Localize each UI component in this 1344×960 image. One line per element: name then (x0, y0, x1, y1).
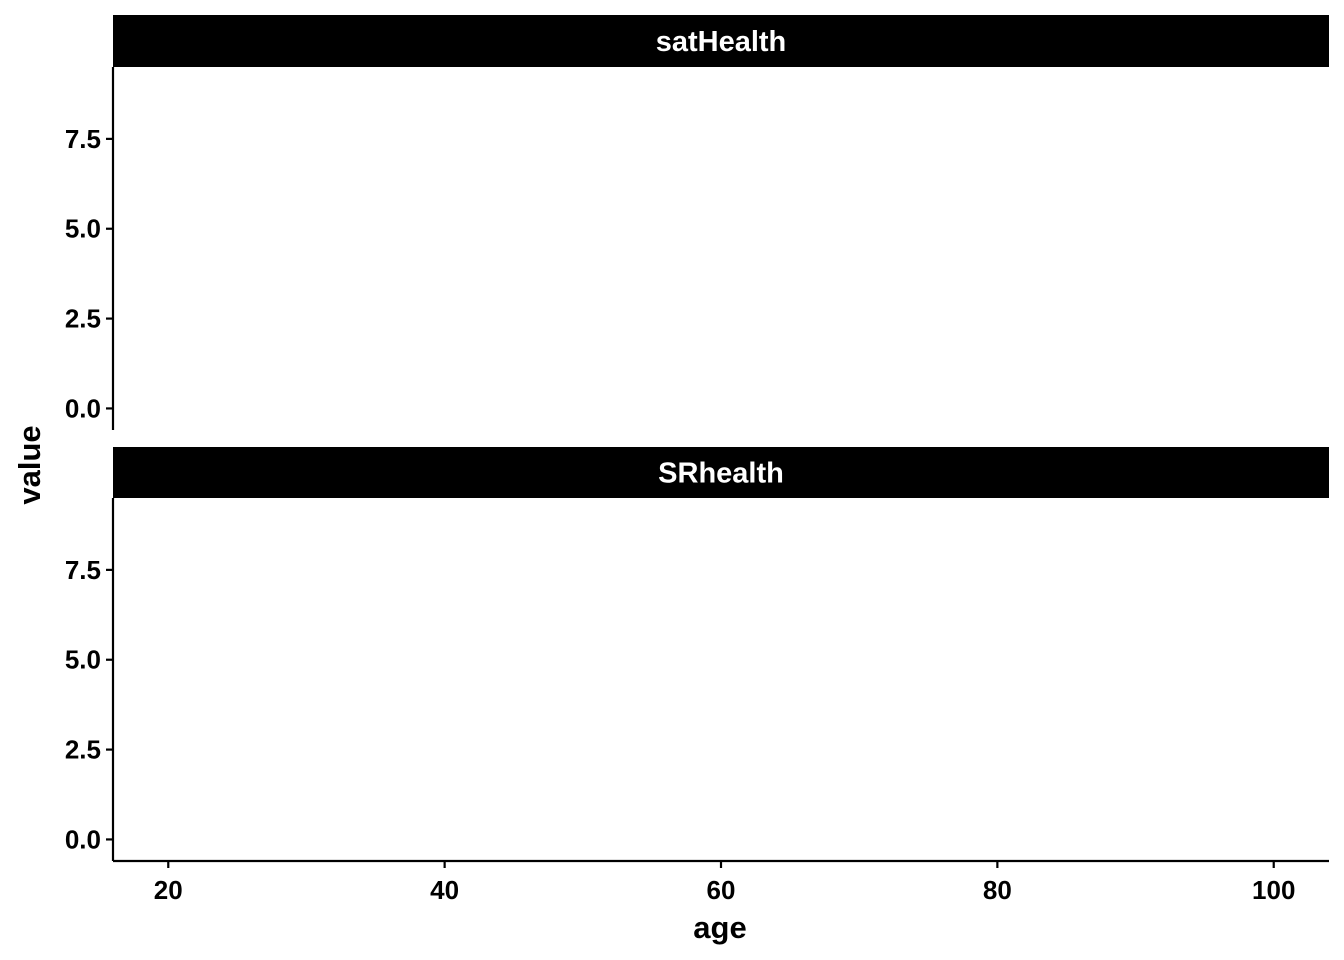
y-tick-label: 0.0 (65, 824, 101, 854)
facet-strip (113, 447, 1329, 498)
y-tick-label: 7.5 (65, 555, 101, 585)
facet-panels: satHealth 0.0 2.5 5.0 7.5 SRhealth 0.0 2.5 5.0 7.… (65, 15, 1329, 861)
x-axis: 20 40 60 80 100 (113, 859, 1329, 905)
y-tick-label: 5.0 (65, 645, 101, 675)
facet-strip (113, 15, 1329, 67)
x-tick-label: 60 (707, 875, 736, 905)
y-tick-label: 5.0 (65, 214, 101, 244)
y-tick-label: 0.0 (65, 393, 101, 423)
x-tick-label: 20 (154, 875, 183, 905)
facet-panel: SRhealth 0.0 2.5 5.0 7.5 (65, 447, 1329, 861)
y-tick-label: 2.5 (65, 304, 101, 334)
x-tick-label: 100 (1252, 875, 1295, 905)
facet-strip-label: SRhealth (658, 458, 784, 490)
x-tick-label: 40 (430, 875, 459, 905)
facet-strip-label: satHealth (656, 26, 787, 58)
x-tick-label: 80 (983, 875, 1012, 905)
y-axis-title: value (12, 425, 47, 504)
facet-panel: satHealth 0.0 2.5 5.0 7.5 (65, 15, 1329, 430)
x-axis-title: age (693, 910, 746, 945)
y-tick-label: 2.5 (65, 735, 101, 765)
y-tick-label: 7.5 (65, 124, 101, 154)
